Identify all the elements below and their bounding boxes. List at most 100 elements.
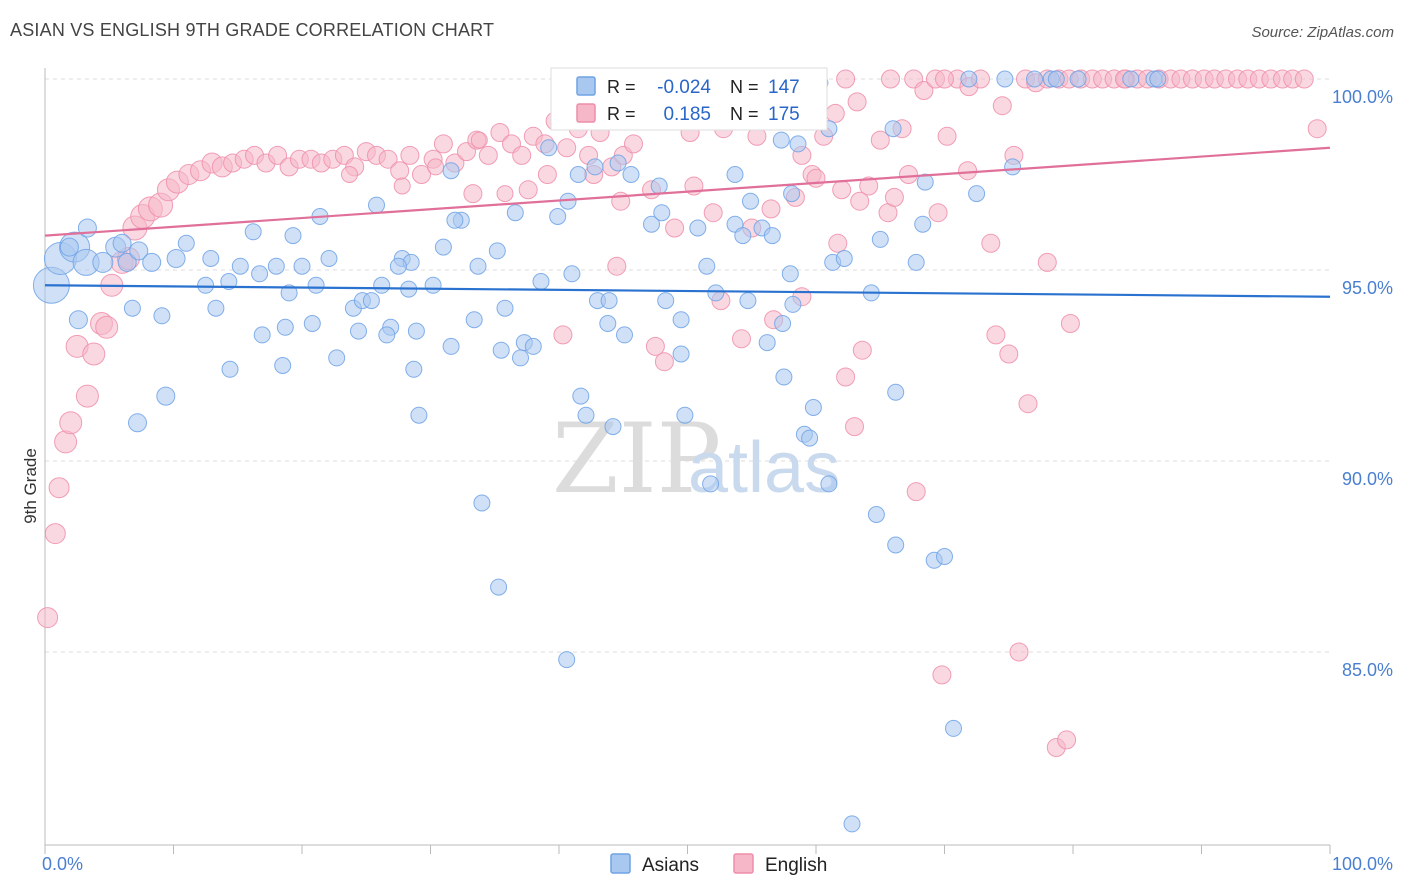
point-english [937,126,957,146]
point-asians [442,337,460,355]
y-tick-label: 95.0% [1342,278,1393,298]
point-asians [960,70,978,88]
point-asians [763,227,781,245]
point-asians [689,219,707,237]
point-asians [128,413,147,433]
legend-swatch-asians [576,76,596,96]
point-english [836,69,856,89]
point-asians [284,227,302,245]
point-asians [914,215,932,233]
legend-r-value-english: 0.185 [663,104,711,125]
axes [44,68,1331,854]
point-asians [207,299,225,317]
chart-title: ASIAN VS ENGLISH 9TH GRADE CORRELATION C… [10,20,495,40]
point-asians [166,249,186,268]
point-asians [820,475,838,493]
point-asians [702,475,720,493]
point-asians [657,292,675,310]
point-asians [577,406,595,424]
point-asians [600,292,618,310]
point-asians [772,131,790,149]
point-english [665,218,685,238]
point-asians [231,257,249,275]
point-asians [389,257,407,275]
point-asians [276,318,294,336]
point-asians [469,257,487,275]
point-asians [996,70,1014,88]
trend-lines [44,146,1331,298]
point-asians [407,322,425,340]
point-asians [643,215,660,233]
point-asians [177,234,195,252]
point-asians [758,334,776,352]
point-asians [293,257,311,275]
point-asians [373,276,391,294]
point-asians [653,204,671,222]
point-asians [320,250,338,267]
point-english [870,130,890,150]
point-english [400,145,420,165]
point-english [490,123,510,142]
point-asians [220,273,238,290]
x-tick-labels: 0.0% 100.0% [42,854,1393,874]
point-asians [303,315,321,332]
point-asians [244,223,262,241]
point-asians [156,386,176,406]
point-asians [92,251,114,273]
point-asians [434,238,452,256]
point-asians [153,307,171,325]
point-asians [563,265,581,283]
point-english [906,482,926,502]
point-english [433,134,453,154]
point-asians [77,218,97,238]
point-asians [328,349,346,367]
point-asians [742,192,759,210]
legend-swatch-english [576,103,596,123]
point-asians [307,276,325,294]
legend-n-value-english: 175 [768,104,800,125]
point-asians [549,208,567,225]
point-asians [362,292,380,310]
point-asians [783,185,801,203]
point-asians [446,211,464,229]
point-asians [117,252,137,272]
point-asians [884,120,902,138]
point-asians [616,326,633,344]
point-asians [707,284,725,302]
point-english [852,340,872,360]
point-english [1009,642,1029,662]
point-english [992,96,1012,116]
point-english [850,191,870,211]
point-asians [129,241,149,261]
point-asians [378,326,396,344]
point-asians [650,177,668,195]
series-legend-swatch-english [733,853,754,874]
point-english [37,607,59,629]
y-tick-label: 90.0% [1342,469,1393,489]
y-tick-label: 100.0% [1332,87,1393,107]
point-english [1294,69,1314,89]
point-english [932,665,952,685]
point-asians [739,292,757,310]
point-english [463,184,483,204]
point-asians [916,173,934,191]
watermark: ZIP atlas [552,403,840,515]
point-english [654,352,674,372]
point-english [268,145,288,165]
point-english [1037,252,1057,272]
series-legend-label-asians: Asians [642,855,699,876]
legend-r-value-asians: -0.024 [657,77,711,98]
point-asians [726,166,744,183]
point-asians [676,406,694,424]
point-english [553,325,573,345]
point-english [478,145,498,165]
point-english [59,411,83,435]
point-asians [734,227,752,245]
point-english [1307,119,1327,139]
point-asians [775,368,793,386]
point-asians [496,299,514,317]
point-asians [221,360,239,378]
point-asians [622,166,640,183]
y-axis-label: 9th Grade [21,448,40,524]
series-legend-label-english: English [765,855,827,876]
